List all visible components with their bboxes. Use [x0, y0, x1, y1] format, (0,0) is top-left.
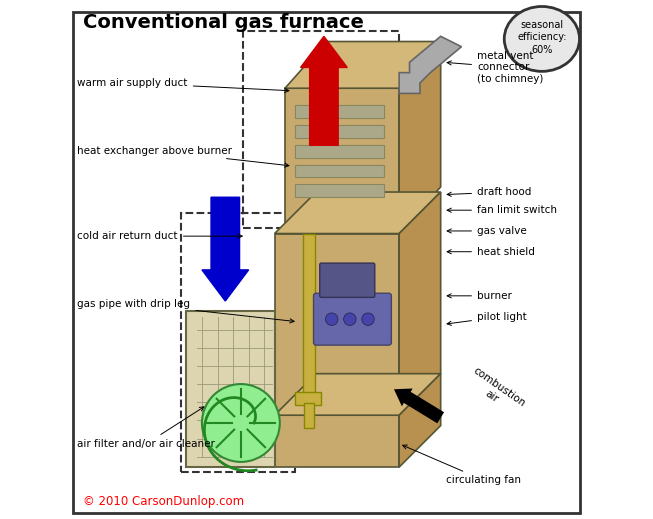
- Text: gas valve: gas valve: [447, 226, 527, 236]
- Polygon shape: [275, 374, 441, 415]
- Circle shape: [343, 313, 356, 325]
- Bar: [295, 145, 383, 158]
- Text: heat shield: heat shield: [447, 247, 535, 257]
- Polygon shape: [399, 42, 441, 234]
- Bar: [295, 392, 321, 405]
- Circle shape: [325, 313, 338, 325]
- Circle shape: [202, 384, 279, 462]
- Text: combustion
air: combustion air: [464, 365, 526, 418]
- Bar: [285, 88, 399, 234]
- Text: air filter and/or air cleaner: air filter and/or air cleaner: [77, 407, 215, 449]
- Text: draft hood: draft hood: [447, 187, 532, 197]
- Bar: [275, 234, 399, 415]
- Bar: [304, 403, 313, 428]
- Text: burner: burner: [447, 291, 512, 301]
- Polygon shape: [285, 42, 441, 88]
- Circle shape: [362, 313, 374, 325]
- Bar: [186, 311, 275, 467]
- Text: fan limit switch: fan limit switch: [447, 205, 557, 215]
- Text: warm air supply duct: warm air supply duct: [77, 78, 289, 92]
- FancyArrow shape: [394, 389, 444, 424]
- FancyBboxPatch shape: [320, 263, 375, 297]
- Bar: [244, 31, 399, 228]
- Text: Conventional gas furnace: Conventional gas furnace: [82, 13, 364, 32]
- Polygon shape: [399, 192, 441, 415]
- Text: cold air return duct: cold air return duct: [77, 231, 242, 241]
- Bar: [181, 213, 295, 472]
- Polygon shape: [275, 192, 441, 234]
- Bar: [186, 311, 275, 467]
- Text: metal vent
connector
(to chimney): metal vent connector (to chimney): [447, 51, 543, 84]
- Bar: [275, 415, 399, 467]
- Text: © 2010 CarsonDunlop.com: © 2010 CarsonDunlop.com: [82, 495, 244, 508]
- Bar: [295, 125, 383, 138]
- Bar: [295, 165, 383, 177]
- Text: pilot light: pilot light: [447, 311, 527, 325]
- FancyArrow shape: [300, 36, 347, 145]
- Text: circulating fan: circulating fan: [403, 445, 521, 485]
- Bar: [295, 184, 383, 197]
- Polygon shape: [399, 374, 441, 467]
- FancyArrow shape: [202, 197, 249, 301]
- Text: seasonal
efficiency:
60%: seasonal efficiency: 60%: [517, 20, 567, 55]
- Text: heat exchanger above burner: heat exchanger above burner: [77, 145, 289, 167]
- FancyBboxPatch shape: [313, 293, 391, 345]
- Polygon shape: [399, 36, 462, 93]
- Text: gas pipe with drip leg: gas pipe with drip leg: [77, 298, 294, 323]
- Bar: [295, 105, 383, 118]
- Ellipse shape: [504, 6, 579, 71]
- Bar: [303, 234, 315, 405]
